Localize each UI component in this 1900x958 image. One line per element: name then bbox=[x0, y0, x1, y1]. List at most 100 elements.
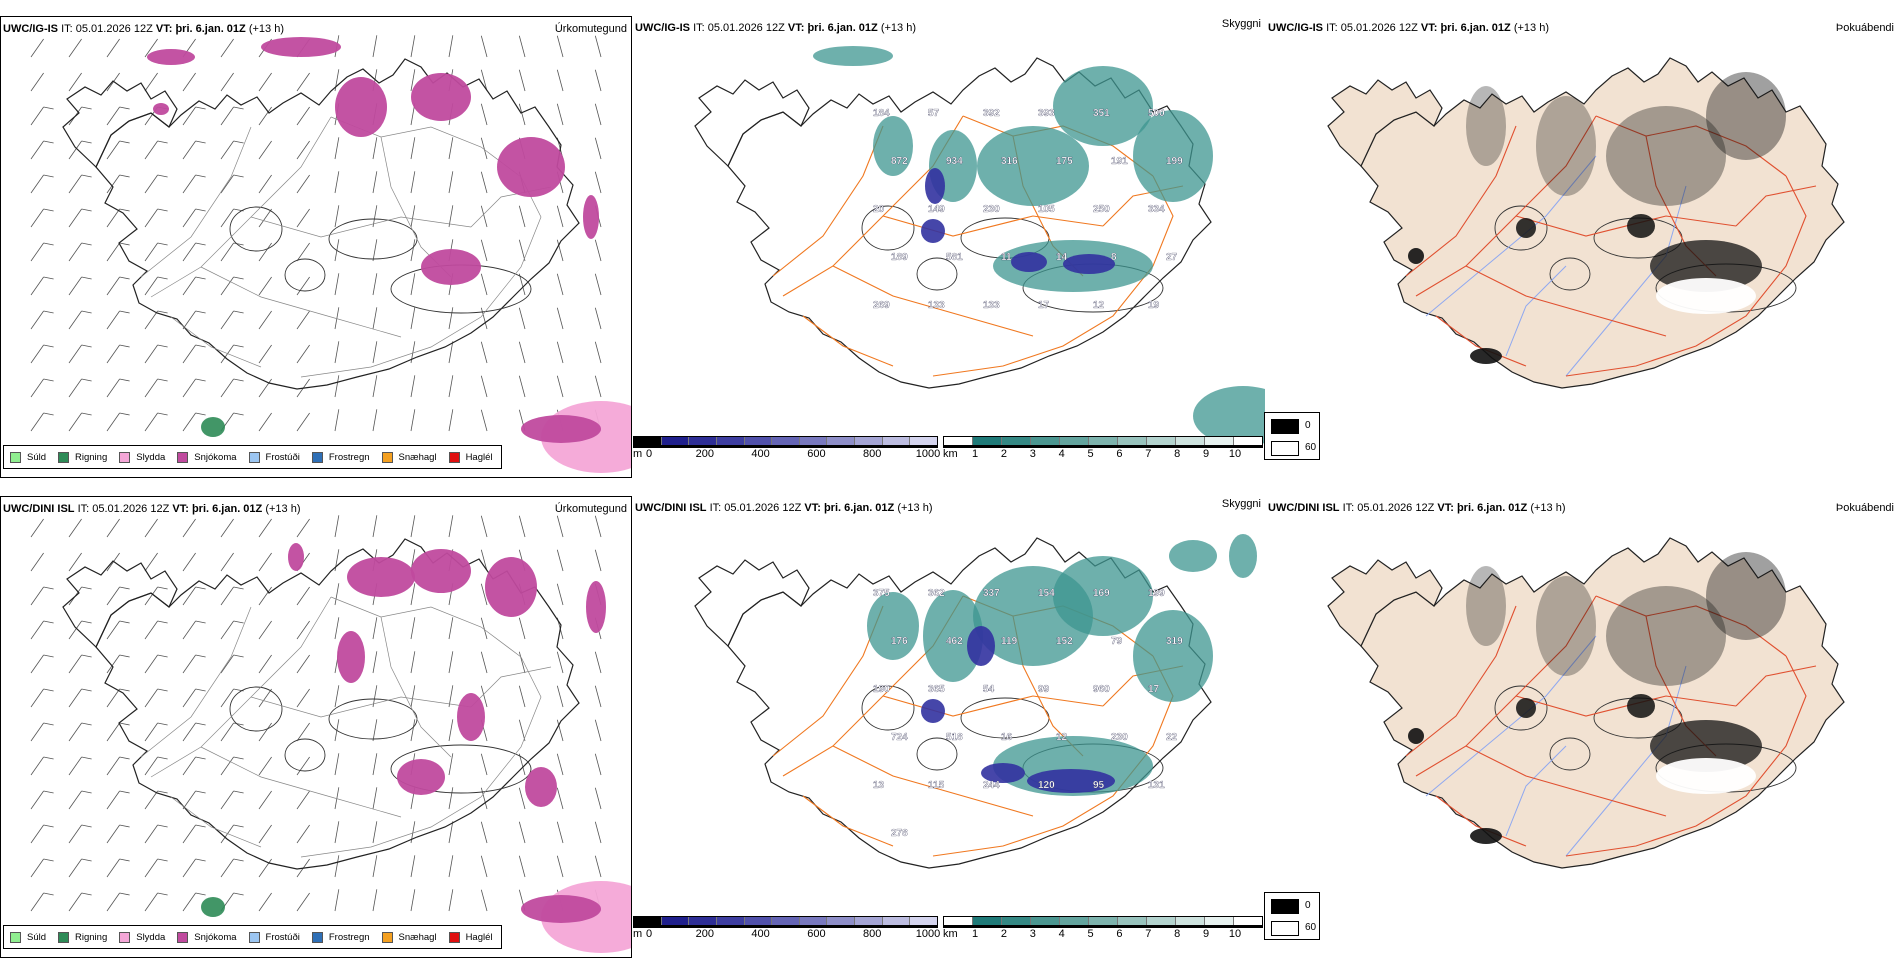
wind-barb-flag bbox=[195, 858, 206, 862]
wind-barb bbox=[296, 654, 310, 674]
wind-barb-flag bbox=[157, 790, 168, 794]
snow-area bbox=[525, 767, 557, 807]
legend-item: Rigning bbox=[58, 931, 107, 943]
wind-barb bbox=[30, 72, 44, 92]
wind-barb-flag bbox=[43, 756, 54, 760]
colorbar-tick-label: 600 bbox=[807, 448, 826, 460]
colorbar-tick-label: 1 bbox=[971, 448, 979, 460]
wind-barb-flag bbox=[157, 310, 168, 314]
fog-area bbox=[1470, 348, 1502, 364]
wind-barb bbox=[144, 208, 158, 228]
wind-barb bbox=[480, 69, 488, 92]
wind-barb bbox=[30, 174, 44, 194]
wind-barb bbox=[106, 756, 120, 776]
low-visibility-area bbox=[923, 590, 983, 682]
low-visibility-area bbox=[867, 592, 919, 660]
wind-barb-flag bbox=[233, 790, 244, 794]
wind-barb bbox=[258, 310, 272, 330]
cloud-base-label: 133 bbox=[983, 300, 1000, 311]
wind-barb bbox=[372, 617, 378, 640]
colorbar-bin bbox=[1089, 917, 1118, 925]
cloud-base-label: 17 bbox=[1038, 300, 1050, 311]
wind-barb-flag bbox=[81, 722, 92, 726]
coastline-westfjords bbox=[62, 80, 178, 169]
snow-area bbox=[485, 557, 537, 617]
road bbox=[1465, 745, 1667, 817]
legend-item: Slydda bbox=[119, 931, 165, 943]
legend-swatch bbox=[177, 931, 189, 943]
legend-swatch bbox=[119, 931, 131, 943]
colorbar-bin bbox=[827, 917, 856, 925]
wind-barb bbox=[106, 518, 120, 538]
wind-barb-flag bbox=[233, 378, 244, 382]
colorbar-bin bbox=[1118, 917, 1147, 925]
glacier-outline bbox=[1549, 737, 1591, 771]
wind-barb-flag bbox=[233, 586, 244, 590]
legend-item: Rigning bbox=[58, 451, 107, 463]
legend-label: Súld bbox=[27, 931, 47, 943]
wind-barb bbox=[296, 106, 310, 126]
wind-barb-flag bbox=[43, 824, 54, 828]
snow-area bbox=[521, 415, 601, 443]
wind-barb-flag bbox=[157, 892, 168, 896]
wind-barb bbox=[144, 344, 158, 364]
wind-barb-flag bbox=[81, 276, 92, 280]
wind-barb-flag bbox=[157, 620, 168, 624]
fog-index-areas bbox=[1408, 72, 1786, 364]
wind-barb bbox=[594, 137, 602, 160]
cloud-base-label: 199 bbox=[1148, 588, 1165, 599]
road bbox=[170, 796, 262, 848]
legend-swatch bbox=[381, 451, 393, 463]
fog-area bbox=[1536, 96, 1596, 196]
wind-barb bbox=[334, 821, 340, 844]
wind-barb bbox=[144, 722, 158, 742]
glacier-outline bbox=[229, 206, 283, 252]
low-visibility-area bbox=[1133, 110, 1213, 202]
road bbox=[200, 266, 402, 338]
colorbar-bin bbox=[973, 917, 1002, 925]
wind-barb bbox=[144, 756, 158, 776]
coastline-westfjords bbox=[62, 560, 178, 649]
wind-barb bbox=[30, 412, 44, 432]
wind-barb-flag bbox=[81, 378, 92, 382]
wind-barb bbox=[372, 719, 378, 742]
wind-barb bbox=[30, 722, 44, 742]
wind-barb bbox=[258, 722, 272, 742]
wind-barb-flag bbox=[157, 688, 168, 692]
low-visibility-area bbox=[1133, 610, 1213, 702]
wind-barb bbox=[144, 858, 158, 878]
river bbox=[1505, 745, 1567, 837]
fog-legend-swatch bbox=[1271, 419, 1299, 434]
wind-barb-flag bbox=[195, 892, 206, 896]
wind-barb bbox=[372, 273, 378, 296]
fog-area bbox=[1466, 566, 1506, 646]
cloud-base-label: 362 bbox=[928, 588, 945, 599]
colorbar-tick-label: 1000 bbox=[915, 448, 941, 460]
wind-barb bbox=[594, 239, 602, 262]
road bbox=[772, 125, 884, 277]
wind-barb bbox=[518, 617, 526, 640]
colorbar-tick-label: 6 bbox=[1116, 928, 1123, 940]
low-cloud-base-area bbox=[1063, 254, 1115, 274]
wind-barb bbox=[30, 344, 44, 364]
panel-title: Skyggni bbox=[1221, 18, 1261, 30]
colorbar-bin bbox=[716, 437, 745, 445]
wind-barb bbox=[106, 892, 120, 912]
colorbar-axis bbox=[943, 926, 1263, 928]
wind-barb bbox=[68, 620, 82, 640]
wind-barb bbox=[448, 137, 454, 160]
wind-barb-flag bbox=[81, 310, 92, 314]
wind-barb bbox=[296, 310, 310, 330]
colorbar-tick-label: 2 bbox=[1000, 928, 1007, 940]
fog-legend-label: 60 bbox=[1305, 922, 1317, 933]
wind-barb-flag bbox=[157, 344, 168, 348]
wind-barb bbox=[518, 103, 526, 126]
wind-barb bbox=[480, 239, 488, 262]
legend-label: Snjókoma bbox=[194, 931, 237, 943]
road bbox=[1565, 655, 1807, 857]
wind-barb bbox=[556, 855, 564, 878]
wind-barb bbox=[220, 38, 234, 58]
wind-barb-flag bbox=[119, 310, 130, 314]
wind-barb bbox=[448, 171, 454, 194]
river bbox=[1565, 665, 1687, 857]
